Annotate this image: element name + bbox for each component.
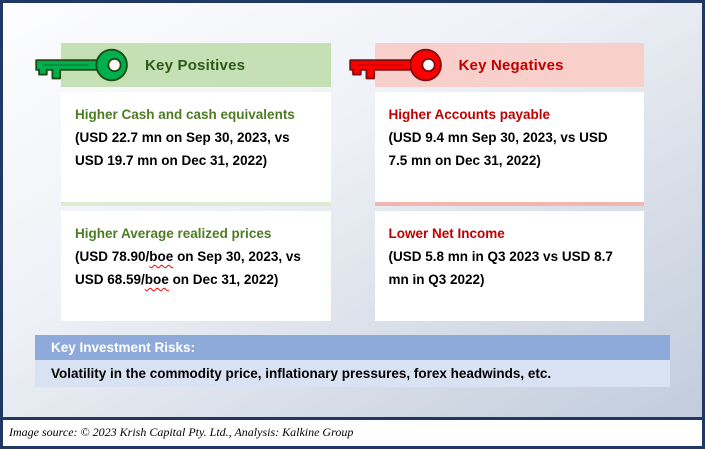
- risk-band: Key Investment Risks: Volatility in the …: [35, 335, 670, 387]
- image-source-caption: Image source: © 2023 Krish Capital Pty. …: [9, 425, 354, 439]
- main-frame: Key Positives Higher Cash and cash equiv…: [3, 3, 702, 420]
- card-title: Higher Cash and cash equivalents: [75, 107, 295, 122]
- positives-header: Key Positives: [35, 43, 331, 87]
- card-title: Lower Net Income: [388, 226, 505, 241]
- positive-card-2: Higher Average realized prices (USD 78.9…: [61, 211, 331, 321]
- negatives-column: Key Negatives Higher Accounts payable (U…: [348, 43, 644, 321]
- card-divider: [374, 202, 644, 206]
- negative-card-1: Higher Accounts payable (USD 9.4 mn Sep …: [374, 92, 644, 202]
- body-segment: on Sep 30, 2023, vs USD 68.59/: [75, 248, 301, 287]
- positives-column: Key Positives Higher Cash and cash equiv…: [35, 43, 331, 321]
- negative-card-2: Lower Net Income (USD 5.8 mn in Q3 2023 …: [374, 211, 644, 321]
- risk-band-body: Volatility in the commodity price, infla…: [35, 360, 670, 387]
- negatives-title: Key Negatives: [458, 56, 564, 74]
- columns-area: Key Positives Higher Cash and cash equiv…: [35, 43, 644, 321]
- card-title: Higher Accounts payable: [388, 107, 551, 122]
- green-key-icon: [35, 48, 128, 82]
- body-segment: (USD 78.90/: [75, 248, 150, 264]
- card-body: (USD 9.4 mn Sep 30, 2023, vs USD 7.5 mn …: [388, 129, 608, 168]
- card-divider: [61, 202, 331, 206]
- positive-card-1: Higher Cash and cash equivalents (USD 22…: [61, 92, 331, 202]
- negatives-header: Key Negatives: [348, 43, 644, 87]
- red-key-icon: [348, 48, 442, 82]
- card-title: Higher Average realized prices: [75, 226, 272, 241]
- misspelled-word: boe: [144, 271, 169, 287]
- positives-title: Key Positives: [145, 56, 246, 74]
- risk-band-header: Key Investment Risks:: [35, 335, 670, 360]
- body-segment: on Dec 31, 2022): [168, 271, 279, 287]
- card-body: (USD 78.90/boe on Sep 30, 2023, vs USD 6…: [75, 246, 317, 292]
- card-body: (USD 22.7 mn on Sep 30, 2023, vs USD 19.…: [75, 129, 290, 168]
- card-body: (USD 5.8 mn in Q3 2023 vs USD 8.7 mn in …: [388, 248, 613, 287]
- misspelled-word: boe: [149, 248, 174, 264]
